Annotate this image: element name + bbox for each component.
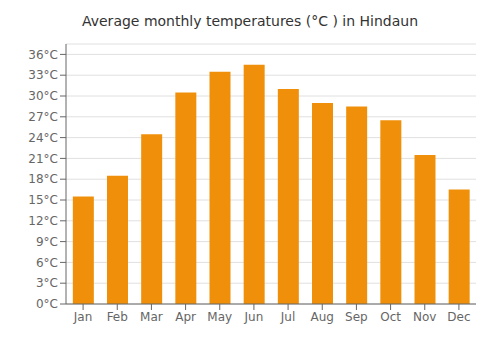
svg-text:6°C: 6°C (36, 256, 58, 270)
svg-text:Mar: Mar (140, 310, 163, 324)
svg-text:36°C: 36°C (28, 48, 58, 62)
svg-text:Nov: Nov (413, 310, 436, 324)
svg-text:27°C: 27°C (28, 110, 58, 124)
svg-text:24°C: 24°C (28, 131, 58, 145)
svg-text:Apr: Apr (175, 310, 196, 324)
svg-text:12°C: 12°C (28, 214, 58, 228)
svg-text:0°C: 0°C (36, 297, 58, 311)
svg-text:Jun: Jun (244, 310, 264, 324)
svg-text:18°C: 18°C (28, 172, 58, 186)
svg-text:30°C: 30°C (28, 89, 58, 103)
svg-text:May: May (207, 310, 232, 324)
svg-text:21°C: 21°C (28, 152, 58, 166)
svg-text:Aug: Aug (311, 310, 334, 324)
svg-text:15°C: 15°C (28, 193, 58, 207)
svg-text:Feb: Feb (107, 310, 128, 324)
svg-text:33°C: 33°C (28, 68, 58, 82)
svg-text:3°C: 3°C (36, 276, 58, 290)
html-text:Average monthly temperatures (: Average monthly temperatures (°C ) in Hi… (82, 13, 418, 29)
svg-text:Oct: Oct (380, 310, 401, 324)
svg-text:Sep: Sep (345, 310, 368, 324)
svg-text:Jan: Jan (73, 310, 93, 324)
svg-text:9°C: 9°C (36, 235, 58, 249)
svg-text:Dec: Dec (447, 310, 470, 324)
svg-text:Jul: Jul (280, 310, 295, 324)
